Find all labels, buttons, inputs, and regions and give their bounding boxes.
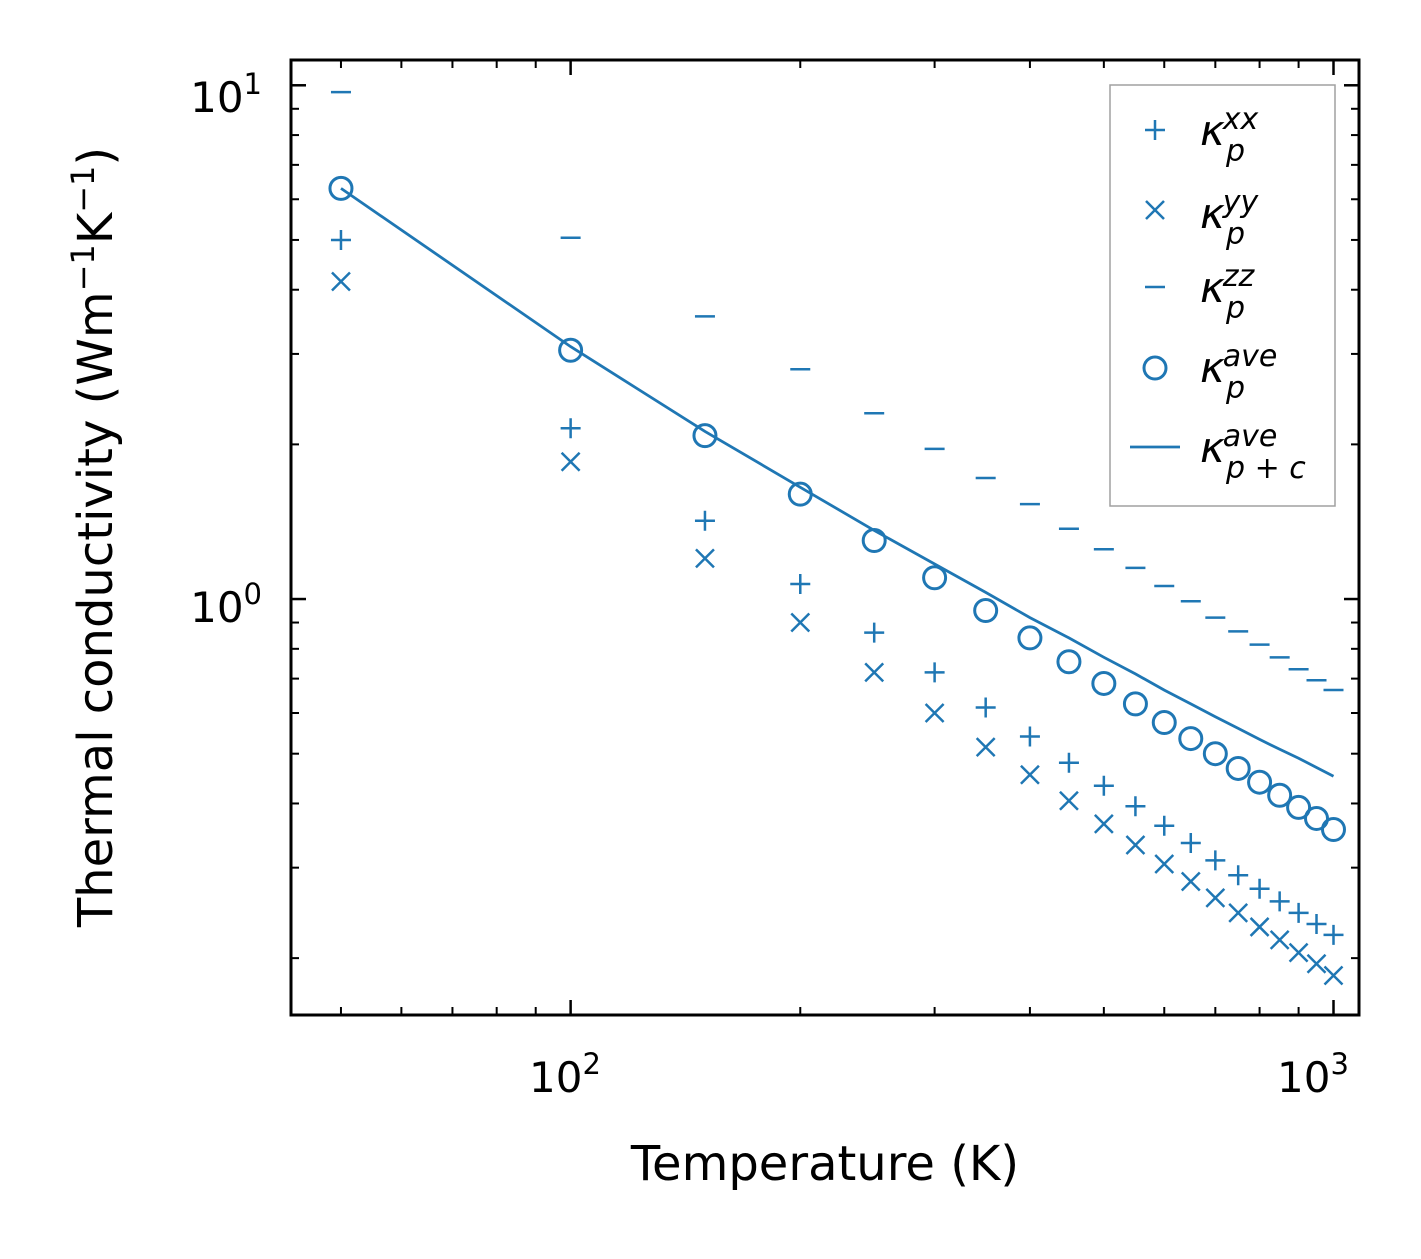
plot-frame <box>289 58 1361 1017</box>
data-point-circle <box>1321 816 1347 842</box>
y-tick-label-1: 100 <box>190 577 262 632</box>
data-point-circle <box>1304 805 1330 831</box>
data-point-circle <box>1056 649 1082 675</box>
data-point-circle <box>922 565 948 591</box>
data-point-circle <box>328 175 354 201</box>
data-point-x <box>1323 965 1344 986</box>
data-point-x <box>1306 953 1327 974</box>
data-point-x <box>790 612 811 633</box>
data-point-plus <box>560 418 581 439</box>
data-point-plus <box>1323 924 1344 945</box>
data-point-plus <box>330 229 351 250</box>
data-point-plus <box>1019 726 1040 747</box>
data-point-circle <box>1151 710 1177 736</box>
legend-swatch-x <box>1145 200 1165 220</box>
data-point-circle <box>973 597 999 623</box>
data-point-x <box>1205 887 1226 908</box>
y-axis-title: Thermal conductivity (Wm−1K−1) <box>64 147 124 928</box>
data-point-circle <box>1122 691 1148 717</box>
data-point-x <box>560 451 581 472</box>
legend-label-kappa-yy: κyy p <box>1200 185 1260 252</box>
data-point-x <box>1154 854 1175 874</box>
legend: κxx p κyy p κzz p κave p κave p + c <box>1109 84 1336 507</box>
legend-box <box>1109 84 1336 507</box>
legend-swatch-circle <box>1142 355 1168 381</box>
data-point-x <box>864 662 885 683</box>
x-tick-label-100: 102 <box>529 1047 601 1102</box>
data-point-x <box>1288 942 1309 963</box>
data-point-plus <box>1058 752 1079 773</box>
data-point-plus <box>864 622 885 643</box>
data-point-circle <box>1202 741 1228 767</box>
series-hline <box>330 90 1344 692</box>
series-line-kappa-ave-pc <box>340 187 1335 778</box>
series-line <box>340 187 1335 778</box>
data-point-plus <box>1125 796 1146 817</box>
data-point-x <box>1228 902 1249 923</box>
data-point-x <box>1020 764 1040 785</box>
major-ticks <box>291 60 1359 1015</box>
data-point-plus <box>1093 775 1114 796</box>
data-point-plus <box>1205 850 1226 871</box>
legend-swatch-plus <box>1145 120 1165 140</box>
data-point-circle <box>1225 755 1251 781</box>
data-point-plus <box>1306 914 1327 935</box>
data-point-x <box>1249 917 1270 937</box>
legend-label-kappa-ave: κave p <box>1200 339 1277 406</box>
data-point-plus <box>1154 815 1175 836</box>
legend-entry-kappa-ave: κave p <box>1142 339 1277 406</box>
data-point-circle <box>1178 726 1204 752</box>
legend-entry-kappa-xx: κxx p <box>1145 102 1259 169</box>
data-point-circle <box>692 423 718 449</box>
series-layer <box>328 90 1347 986</box>
data-point-circle <box>1017 625 1043 651</box>
data-point-x <box>1125 835 1146 855</box>
data-point-x <box>1180 871 1201 892</box>
data-point-plus <box>790 573 811 594</box>
legend-label-kappa-xx: κxx p <box>1200 102 1259 169</box>
data-point-plus <box>1269 891 1290 912</box>
data-point-plus <box>1228 865 1249 886</box>
data-point-circle <box>1267 782 1293 808</box>
x-tick-labels: 102 103 <box>529 1047 1349 1102</box>
data-point-plus <box>694 510 715 531</box>
data-point-plus <box>1288 902 1309 923</box>
data-point-x <box>1093 814 1114 834</box>
legend-label-kappa-ave-pc: κave p + c <box>1200 419 1306 486</box>
data-point-circle <box>1247 769 1273 795</box>
legend-entry-kappa-zz: κzz p <box>1145 259 1256 326</box>
legend-marker-circle <box>1142 355 1168 381</box>
y-tick-label-10: 101 <box>190 67 262 122</box>
data-point-x <box>1269 930 1290 950</box>
legend-entry-kappa-yy: κyy p <box>1145 185 1260 252</box>
x-axis-title: Temperature (K) <box>630 1136 1019 1192</box>
data-point-circle <box>1091 670 1117 696</box>
data-point-x <box>975 737 996 757</box>
data-point-x <box>1059 790 1079 811</box>
x-tick-label-1000: 103 <box>1277 1047 1349 1102</box>
series-plus <box>330 229 1344 945</box>
series-circle <box>328 175 1347 842</box>
data-point-plus <box>1249 878 1270 899</box>
legend-marker-x <box>1145 200 1165 220</box>
data-point-plus <box>1180 833 1201 854</box>
data-point-circle <box>558 337 584 363</box>
y-tick-labels: 100 101 <box>190 67 262 632</box>
legend-label-kappa-zz: κzz p <box>1200 259 1256 326</box>
series-x <box>331 271 1344 986</box>
legend-marker-plus <box>1145 120 1165 140</box>
data-point-plus <box>924 662 945 683</box>
data-point-circle <box>1286 794 1312 820</box>
data-point-x <box>924 703 945 723</box>
data-point-x <box>695 548 715 569</box>
legend-entry-kappa-ave-pc: κave p + c <box>1130 419 1306 486</box>
data-point-plus <box>975 697 996 718</box>
data-point-x <box>331 271 351 292</box>
